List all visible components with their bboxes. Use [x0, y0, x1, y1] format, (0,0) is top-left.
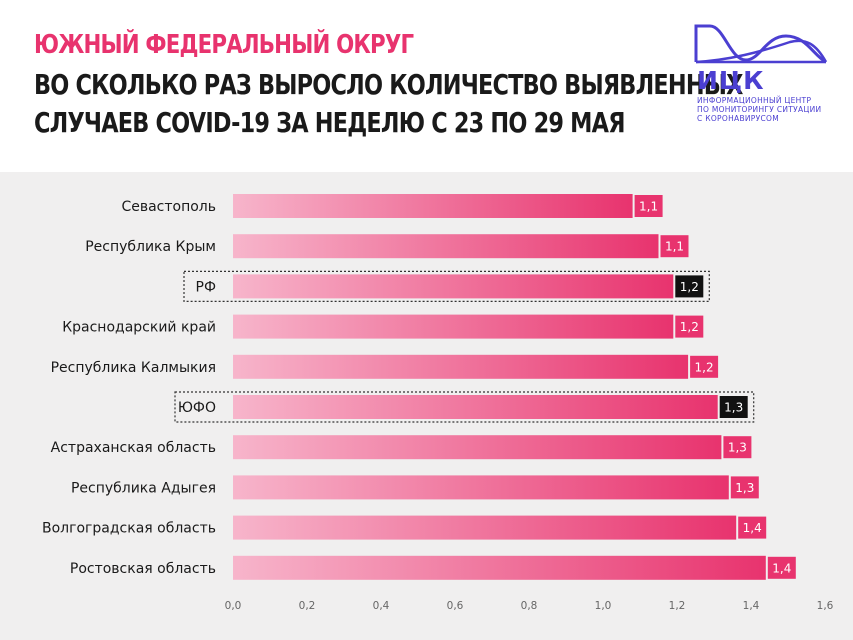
logo-caption-line: ИНФОРМАЦИОННЫЙ ЦЕНТР	[697, 96, 812, 105]
bar	[233, 194, 633, 218]
category-label: Республика Крым	[85, 239, 216, 255]
value-label: 1,2	[695, 360, 714, 374]
logo-name: ИЦК	[697, 66, 765, 95]
value-box	[690, 355, 719, 378]
bar	[233, 515, 737, 540]
category-label: Республика Адыгея	[71, 480, 216, 496]
value-box	[767, 556, 796, 579]
value-label: 1,3	[728, 441, 747, 455]
bar	[233, 314, 674, 339]
x-axis-ticks: 0,0 0,2 0,4 0,6 0,8 1,0 1,2 1,4 1,6	[225, 600, 834, 612]
x-tick-label: 0,2	[299, 600, 316, 612]
value-box	[723, 436, 752, 459]
category-label: Краснодарский край	[62, 320, 216, 336]
value-label: 1,3	[735, 481, 754, 495]
value-label: 1,4	[772, 561, 791, 575]
x-tick-label: 0,8	[521, 600, 538, 612]
value-box	[675, 275, 704, 298]
bar	[233, 234, 659, 259]
header: ЮЖНЫЙ ФЕДЕРАЛЬНЫЙ ОКРУГ ВО СКОЛЬКО РАЗ В…	[0, 0, 853, 172]
bar	[233, 395, 718, 419]
value-box	[719, 396, 748, 418]
region-subtitle: ЮЖНЫЙ ФЕДЕРАЛЬНЫЙ ОКРУГ	[34, 30, 414, 60]
x-tick-label: 0,4	[373, 600, 390, 612]
title-line-1: ВО СКОЛЬКО РАЗ ВЫРОСЛО КОЛИЧЕСТВО ВЫЯВЛЕ…	[34, 68, 743, 101]
value-box	[660, 235, 689, 258]
bar	[233, 475, 729, 500]
logo-caption-line: ПО МОНИТОРИНГУ СИТУАЦИИ	[697, 105, 822, 114]
value-label: 1,2	[680, 320, 699, 334]
category-label: Республика Калмыкия	[51, 360, 216, 376]
x-tick-label: 1,6	[817, 600, 834, 612]
category-label: Ростовская область	[70, 561, 216, 577]
category-label: Волгоградская область	[42, 521, 216, 537]
category-label: РФ	[196, 279, 217, 295]
logo-caption: ИНФОРМАЦИОННЫЙ ЦЕНТР ПО МОНИТОРИНГУ СИТУ…	[697, 96, 837, 123]
bar	[233, 435, 722, 460]
value-label: 1,1	[665, 240, 684, 254]
bar	[233, 354, 689, 379]
value-box	[738, 516, 767, 539]
x-tick-label: 1,4	[743, 600, 760, 612]
highlight-frame	[183, 270, 710, 303]
x-tick-label: 1,2	[669, 600, 686, 612]
highlight-frame	[174, 391, 755, 423]
bar	[233, 555, 766, 580]
value-box	[730, 476, 759, 499]
category-label: ЮФО	[178, 400, 216, 416]
x-tick-label: 1,0	[595, 600, 612, 612]
value-label: 1,2	[680, 280, 699, 294]
title-line-2: СЛУЧАЕВ COVID-19 ЗА НЕДЕЛЮ С 23 ПО 29 МА…	[34, 106, 625, 139]
value-box	[675, 315, 704, 338]
value-box	[634, 195, 663, 217]
category-label: Севастополь	[121, 199, 216, 215]
value-label: 1,4	[743, 521, 762, 535]
value-label: 1,1	[639, 200, 658, 214]
x-tick-label: 0,0	[225, 600, 242, 612]
x-tick-label: 0,6	[447, 600, 464, 612]
logo-caption-line: С КОРОНАВИРУСОМ	[697, 114, 780, 123]
bar	[233, 274, 674, 299]
value-label: 1,3	[724, 401, 743, 415]
bars-layer: Севастополь 1,1 Республика Крым 1,1 РФ 1,2 Кра…	[42, 194, 796, 580]
bar-chart: Севастополь 1,1 Республика Крым 1,1 РФ 1,2 Кра…	[42, 194, 834, 612]
category-label: Астраханская область	[51, 440, 216, 456]
wave-arch-icon	[694, 24, 828, 64]
